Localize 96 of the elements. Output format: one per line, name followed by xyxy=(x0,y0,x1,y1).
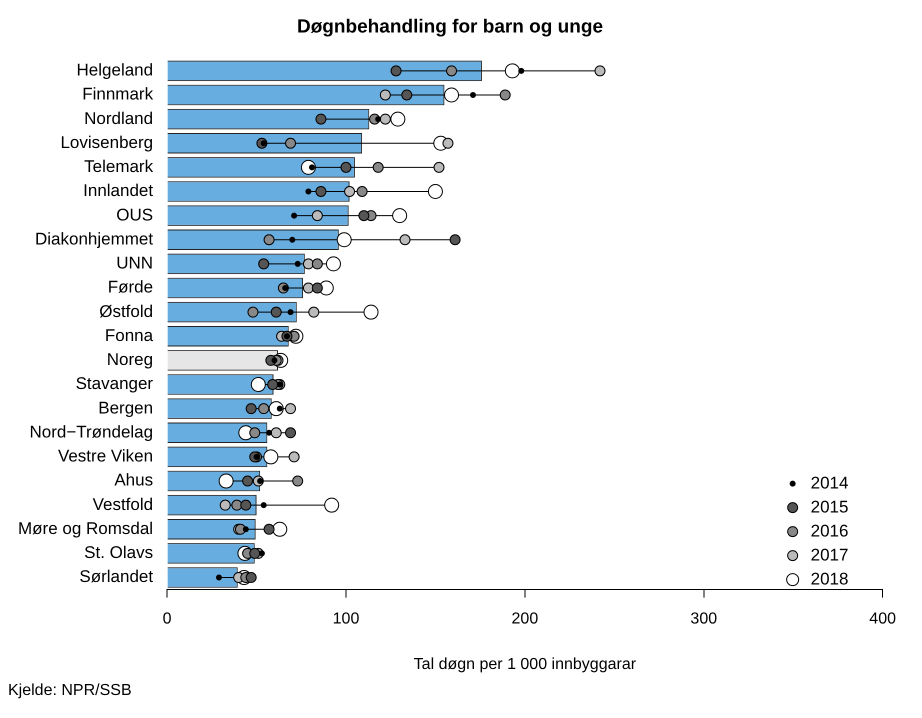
point xyxy=(442,138,454,149)
point xyxy=(285,427,296,438)
point xyxy=(358,210,370,222)
y-tick-label: Fonna xyxy=(104,326,154,345)
point xyxy=(294,260,301,267)
point xyxy=(240,500,252,511)
legend-label: 2017 xyxy=(810,545,848,564)
point xyxy=(258,403,270,414)
point xyxy=(315,114,326,125)
point xyxy=(372,162,384,173)
point xyxy=(285,403,296,414)
y-tick-label: Vestre Viken xyxy=(58,446,154,466)
point xyxy=(231,500,242,511)
point xyxy=(450,234,461,246)
point xyxy=(340,162,352,173)
point xyxy=(260,502,267,508)
point xyxy=(242,476,254,487)
point xyxy=(270,427,282,438)
x-tick-label: 300 xyxy=(690,610,718,628)
point xyxy=(249,427,260,438)
point xyxy=(470,92,476,98)
y-tick-label: Helgeland xyxy=(76,60,154,80)
y-tick-label: Førde xyxy=(108,278,154,297)
point xyxy=(594,65,606,76)
point xyxy=(446,65,458,76)
x-tick-label: 0 xyxy=(162,610,172,628)
point xyxy=(356,186,368,197)
point xyxy=(242,526,249,532)
point xyxy=(305,188,312,194)
point xyxy=(390,65,402,76)
legend-label: 2014 xyxy=(810,473,848,492)
y-tick-label: Østfold xyxy=(99,302,154,321)
y-tick-label: St. Olavs xyxy=(84,543,154,562)
y-tick-label: Telemark xyxy=(84,157,154,176)
point xyxy=(312,210,323,222)
text: Kjelde: NPR/SSB xyxy=(8,682,133,700)
y-tick-label: Sørlandet xyxy=(79,567,154,586)
point xyxy=(267,379,278,390)
point xyxy=(400,234,411,246)
point xyxy=(291,212,298,219)
x-tick-label: 200 xyxy=(512,610,538,628)
point xyxy=(380,89,391,100)
y-tick-label: Bergen xyxy=(98,398,154,418)
point xyxy=(264,524,275,535)
point xyxy=(249,548,260,559)
chart-title: Døgnbehandling for barn og unge xyxy=(296,16,604,38)
point xyxy=(401,89,412,100)
point xyxy=(518,68,524,74)
point xyxy=(308,306,320,318)
x-axis-title: Tal døgn per 1 000 innbyggarar xyxy=(414,656,637,673)
legend-label: 2016 xyxy=(810,521,848,540)
y-tick-label: Nord−Trøndelag xyxy=(29,422,154,442)
y-tick-label: UNN xyxy=(116,254,154,273)
y-tick-label: Innlandet xyxy=(83,181,154,200)
point xyxy=(500,89,511,100)
point xyxy=(302,282,314,294)
y-tick-label: OUS xyxy=(116,205,154,224)
y-tick-label: Diakonhjemmet xyxy=(34,229,154,248)
x-tick-label: 400 xyxy=(869,610,896,628)
point xyxy=(312,282,323,294)
point xyxy=(247,306,258,318)
point xyxy=(289,236,296,243)
point xyxy=(308,164,315,170)
point xyxy=(302,258,314,270)
point xyxy=(220,500,231,511)
y-tick-label: Noreg xyxy=(106,350,154,370)
point xyxy=(276,406,283,412)
point xyxy=(380,114,391,125)
y-tick-label: Lovisenberg xyxy=(60,132,154,152)
point xyxy=(292,476,304,487)
point xyxy=(266,430,272,436)
point xyxy=(270,306,282,318)
point xyxy=(216,574,222,581)
point xyxy=(312,258,323,270)
point xyxy=(285,138,296,149)
point xyxy=(288,309,294,316)
point xyxy=(250,377,266,392)
y-tick-label: Ahus xyxy=(114,470,154,490)
point xyxy=(246,572,257,584)
y-tick-label: Møre og Romsdal xyxy=(18,518,154,538)
y-tick-label: Nordland xyxy=(84,108,154,128)
point xyxy=(288,451,300,462)
point xyxy=(218,474,234,489)
point xyxy=(246,403,257,414)
y-tick-label: Finnmark xyxy=(82,84,154,104)
legend-label: 2015 xyxy=(810,497,848,516)
point xyxy=(315,186,326,197)
y-tick-label: Vestfold xyxy=(92,494,154,514)
point xyxy=(344,186,356,197)
point xyxy=(434,162,445,173)
point xyxy=(258,258,270,270)
y-tick-label: Stavanger xyxy=(76,374,154,394)
point xyxy=(264,234,275,246)
point xyxy=(375,116,382,122)
x-tick-label: 100 xyxy=(332,610,360,628)
legend-label: 2018 xyxy=(810,569,848,588)
